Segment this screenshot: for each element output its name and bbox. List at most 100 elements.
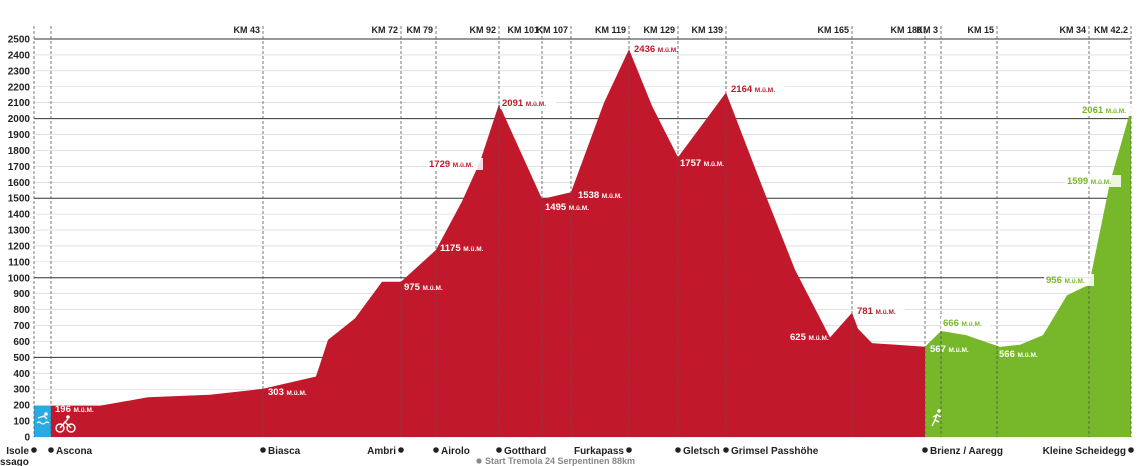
elevation-area-1 (51, 49, 925, 437)
elevation-value: 566 (999, 349, 1018, 360)
place-label-second-line: ssago (0, 457, 29, 466)
elevation-label-text: 303 M.ü.M. (268, 387, 307, 398)
elevation-label-text: 2436 M.ü.M. (634, 44, 678, 55)
start-note: Start Tremola 24 Serpentinen 88km (476, 456, 635, 466)
y-tick-label: 1800 (8, 146, 31, 157)
elevation-unit: M.ü.M. (949, 347, 969, 354)
elevation-label: 975 M.ü.M. (404, 282, 443, 293)
km-label: KM 15 (967, 25, 994, 35)
elevation-value: 1538 (578, 190, 602, 201)
elevation-unit: M.ü.M. (1065, 278, 1085, 285)
place-dot (398, 447, 404, 453)
run-icon (931, 409, 942, 427)
km-label: KM 165 (817, 25, 849, 35)
elevation-value: 956 (1046, 275, 1065, 286)
elevation-value: 303 (268, 387, 287, 398)
km-label: KM 42.2 (1094, 25, 1128, 35)
start-note-label: Start Tremola 24 Serpentinen 88km (485, 456, 635, 466)
elevation-label-text: 1175 M.ü.M. (440, 243, 484, 254)
elevation-unit: M.ü.M. (809, 335, 829, 342)
y-tick-label: 1900 (8, 130, 31, 141)
elevation-label: 666 M.ü.M. (941, 317, 991, 329)
elevation-label-bg (1080, 104, 1136, 116)
elevation-unit: M.ü.M. (704, 161, 724, 168)
elevation-label: 303 M.ü.M. (268, 387, 307, 398)
place-dot (260, 447, 266, 453)
elevation-value: 666 (943, 318, 962, 329)
km-label: KM 101 (507, 25, 539, 35)
km-label: KM 139 (691, 25, 723, 35)
y-tick-label: 1700 (8, 162, 31, 173)
elevation-label-bg (941, 317, 991, 329)
sport-icons (36, 409, 942, 433)
elevation-unit: M.ü.M. (602, 193, 622, 200)
elevation-label-text: 567 M.ü.M. (930, 344, 969, 355)
elevation-unit: M.ü.M. (1091, 179, 1111, 186)
y-tick-label: 500 (13, 353, 30, 364)
place-dot (626, 447, 632, 453)
elevation-label-text: 1757 M.ü.M. (680, 158, 724, 169)
elevation-value: 1175 (440, 243, 463, 254)
elevation-label: 956 M.ü.M. (1044, 274, 1094, 286)
place-dot (433, 447, 439, 453)
elevation-label-text: 1729 M.ü.M. (429, 159, 473, 170)
elevation-label-text: 975 M.ü.M. (404, 282, 443, 293)
elevation-value: 781 (857, 306, 876, 317)
y-tick-label: 1300 (8, 226, 31, 237)
elevation-label-text: 2164 M.ü.M. (731, 84, 775, 95)
elevation-label-text: 2091 M.ü.M. (502, 98, 546, 109)
elevation-label-bg (855, 305, 905, 317)
km-label: KM 79 (406, 25, 433, 35)
elevation-area-2 (925, 108, 1131, 438)
km-label: KM 43 (233, 25, 260, 35)
place-dot (48, 447, 54, 453)
km-label: KM 119 (595, 25, 626, 35)
start-note-dot (476, 458, 482, 464)
place-label: Furkapass (574, 446, 624, 457)
elevation-unit: M.ü.M. (1018, 352, 1038, 359)
elevation-unit: M.ü.M. (526, 101, 546, 108)
km-label: KM 107 (536, 25, 568, 35)
place-dot (496, 447, 502, 453)
y-tick-label: 1400 (8, 210, 31, 221)
elevation-label: 625 M.ü.M. (790, 332, 829, 343)
elevation-label: 567 M.ü.M. (930, 344, 969, 355)
elevation-value: 2061 (1082, 105, 1106, 116)
elevation-label: 2061 M.ü.M. (1080, 104, 1136, 116)
y-tick-label: 400 (13, 369, 30, 380)
y-tick-label: 800 (13, 305, 30, 316)
elevation-label: 1175 M.ü.M. (440, 243, 484, 254)
elevation-unit: M.ü.M. (755, 87, 775, 94)
place-dot (675, 447, 681, 453)
y-tick-label: 900 (13, 289, 30, 300)
elevation-value: 625 (790, 332, 809, 343)
km-label: KM 180 (890, 25, 922, 35)
elevation-label: 1538 M.ü.M. (578, 190, 622, 201)
place-label: Ascona (56, 446, 93, 457)
elevation-unit: M.ü.M. (658, 47, 678, 54)
y-tick-label: 2100 (8, 98, 31, 109)
y-tick-label: 1100 (8, 257, 30, 268)
place-dot (922, 447, 928, 453)
elevation-label: 196 M.ü.M. (55, 404, 94, 415)
elevation-unit: M.ü.M. (74, 407, 94, 414)
place-label: Airolo (441, 446, 470, 457)
km-label: KM 3 (916, 25, 938, 35)
elevation-value: 2436 (634, 44, 658, 55)
elevation-label: 2164 M.ü.M. (729, 83, 785, 95)
elevation-label: 2091 M.ü.M. (500, 97, 556, 109)
elevation-unit: M.ü.M. (876, 309, 896, 316)
place-label: Brienz / Aaregg (930, 446, 1003, 457)
elevation-label-text: 666 M.ü.M. (943, 318, 982, 329)
elevation-value: 2164 (731, 84, 755, 95)
place-label: Biasca (268, 446, 301, 457)
elevation-label: 1495 M.ü.M. (545, 202, 589, 213)
elevation-label-text: 196 M.ü.M. (55, 404, 94, 415)
swim-icon (36, 412, 50, 425)
elevation-label-text: 781 M.ü.M. (857, 306, 896, 317)
elevation-label-bg (1065, 175, 1121, 187)
elevation-unit: M.ü.M. (463, 246, 483, 253)
y-tick-label: 300 (13, 385, 30, 396)
y-tick-label: 2400 (8, 50, 31, 61)
km-label: KM 92 (469, 25, 496, 35)
